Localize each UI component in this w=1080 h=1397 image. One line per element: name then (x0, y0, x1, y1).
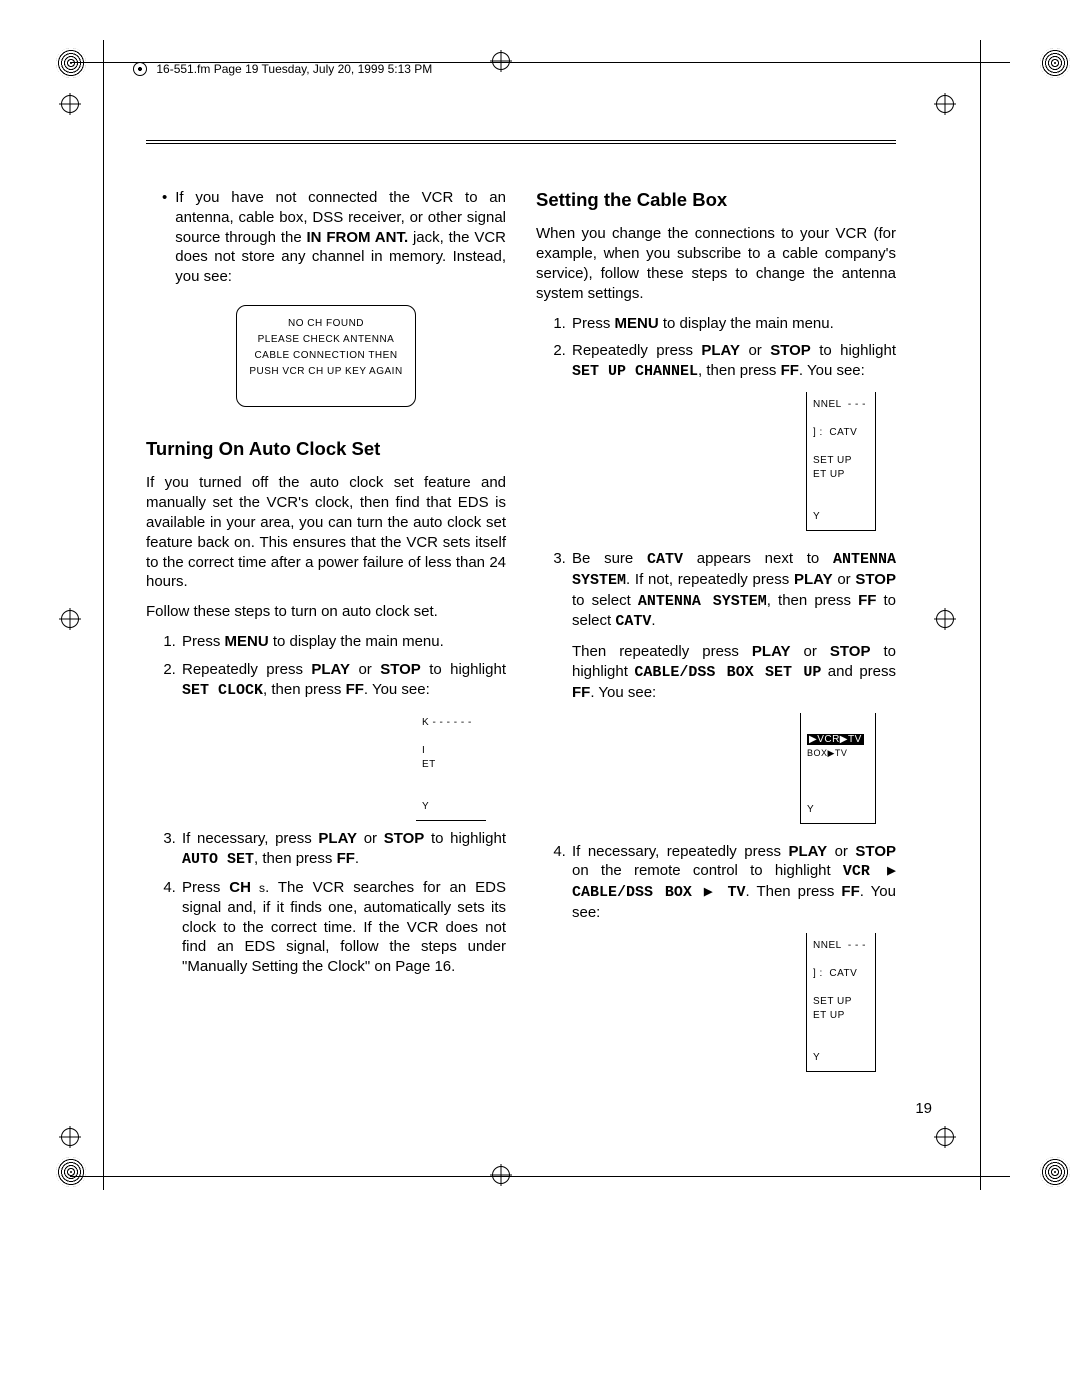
osd-box-channel: NNEL - - - ] : CATV SET UP ET UP Y (806, 392, 876, 531)
step: Be sure CATV appears next to ANTENNA SYS… (570, 549, 896, 824)
register-mark (934, 93, 956, 115)
register-mark (59, 93, 81, 115)
crop-line (103, 40, 104, 1190)
bullet-text: If you have not connected the VCR to an … (175, 188, 506, 287)
step: If necessary, press PLAY or STOP to high… (180, 829, 506, 870)
step: Repeatedly press PLAY or STOP to highlig… (180, 660, 506, 822)
section-heading: Setting the Cable Box (536, 188, 896, 212)
paragraph: When you change the connections to your … (536, 224, 896, 303)
bullet-note: • If you have not connected the VCR to a… (146, 188, 506, 287)
osd-line: NO CH FOUND (243, 316, 409, 332)
paragraph: If you turned off the auto clock set fea… (146, 473, 506, 592)
step: Repeatedly press PLAY or STOP to highlig… (570, 341, 896, 531)
osd-line: CABLE CONNECTION THEN (243, 348, 409, 364)
crop-ornament (1040, 48, 1070, 78)
crop-line (70, 1176, 1010, 1177)
step: Press CH s. The VCR searches for an EDS … (180, 878, 506, 977)
register-mark (934, 1126, 956, 1148)
right-column: Setting the Cable Box When you change th… (536, 188, 896, 1090)
page-body: • If you have not connected the VCR to a… (146, 140, 896, 1090)
bullet-dot: • (162, 188, 167, 287)
osd-box-clock: K - - - - - - I ET Y (416, 710, 486, 821)
osd-box-channel-2: NNEL - - - ] : CATV SET UP ET UP Y (806, 933, 876, 1072)
section-heading: Turning On Auto Clock Set (146, 437, 506, 461)
page-number: 19 (915, 1100, 932, 1117)
left-column: • If you have not connected the VCR to a… (146, 188, 506, 1090)
step: Press MENU to display the main menu. (180, 632, 506, 652)
register-mark (59, 608, 81, 630)
register-mark (934, 608, 956, 630)
osd-line: PUSH VCR CH UP KEY AGAIN (243, 364, 409, 380)
crop-ornament (56, 48, 86, 78)
page-header: 16-551.fm Page 19 Tuesday, July 20, 1999… (133, 62, 432, 76)
step: Press MENU to display the main menu. (570, 314, 896, 334)
paragraph: Follow these steps to turn on auto clock… (146, 602, 506, 622)
crop-ornament (1040, 1157, 1070, 1187)
osd-line: PLEASE CHECK ANTENNA (243, 332, 409, 348)
register-mark (59, 1126, 81, 1148)
osd-box-vcrtv: ▶VCR▶TV BOX▶TV Y (800, 713, 876, 824)
crop-line (980, 40, 981, 1190)
step: If necessary, repeatedly press PLAY or S… (570, 842, 896, 1072)
header-text: 16-551.fm Page 19 Tuesday, July 20, 1999… (156, 62, 432, 76)
crop-ornament (56, 1157, 86, 1187)
register-mark (490, 50, 512, 72)
register-mark (490, 1164, 512, 1186)
osd-box-no-ch: NO CH FOUND PLEASE CHECK ANTENNA CABLE C… (236, 305, 416, 407)
